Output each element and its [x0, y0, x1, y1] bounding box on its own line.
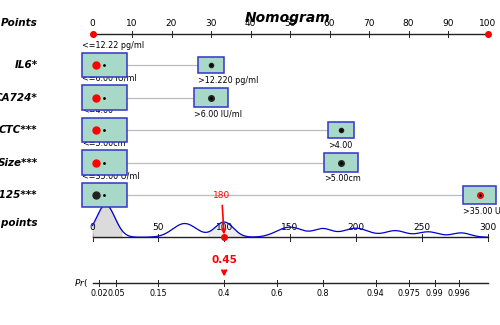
Text: 20: 20 — [166, 19, 177, 28]
Text: 250: 250 — [413, 223, 430, 232]
Text: Size***: Size*** — [0, 158, 38, 167]
Text: 30: 30 — [206, 19, 217, 28]
Text: 70: 70 — [363, 19, 375, 28]
Text: 100: 100 — [479, 19, 496, 28]
Text: IL6*: IL6* — [14, 60, 38, 70]
Bar — [328, 122, 354, 138]
Text: <=5.00cm: <=5.00cm — [82, 139, 126, 148]
Text: 50: 50 — [284, 19, 296, 28]
Text: 90: 90 — [442, 19, 454, 28]
Text: CA724*: CA724* — [0, 93, 38, 102]
Text: 40: 40 — [245, 19, 256, 28]
Bar — [194, 88, 228, 107]
Text: >4.00: >4.00 — [328, 141, 352, 150]
Bar — [82, 150, 127, 175]
Text: >5.00cm: >5.00cm — [324, 174, 362, 183]
Text: 0.02: 0.02 — [90, 289, 108, 298]
Text: Nomogram: Nomogram — [244, 11, 330, 25]
Text: CTC***: CTC*** — [0, 125, 38, 135]
Text: 0.4: 0.4 — [218, 289, 230, 298]
Bar — [82, 183, 127, 207]
Text: CA125***: CA125*** — [0, 190, 38, 200]
Text: 0.94: 0.94 — [367, 289, 384, 298]
Bar — [82, 85, 127, 110]
Text: 150: 150 — [282, 223, 298, 232]
Text: 0: 0 — [90, 19, 96, 28]
Text: 0.45: 0.45 — [211, 255, 237, 274]
Text: >6.00 IU/ml: >6.00 IU/ml — [194, 109, 242, 118]
Text: <=35.00 U/ml: <=35.00 U/ml — [82, 171, 140, 180]
Text: $Pr($: $Pr($ — [74, 277, 88, 289]
Text: 0.975: 0.975 — [397, 289, 420, 298]
Text: 60: 60 — [324, 19, 335, 28]
Text: 0: 0 — [90, 223, 96, 232]
Text: 180: 180 — [213, 191, 230, 233]
Text: 50: 50 — [152, 223, 164, 232]
Text: 0.99: 0.99 — [426, 289, 444, 298]
Text: 200: 200 — [348, 223, 364, 232]
Bar — [82, 53, 127, 77]
Bar — [82, 118, 127, 142]
Text: 10: 10 — [126, 19, 138, 28]
Text: 0.6: 0.6 — [270, 289, 283, 298]
Text: <=4.00: <=4.00 — [82, 106, 113, 115]
Bar — [324, 153, 358, 172]
Text: >35.00 U/ml: >35.00 U/ml — [462, 207, 500, 216]
Text: 0.05: 0.05 — [108, 289, 125, 298]
Bar — [198, 57, 224, 73]
Bar — [462, 186, 496, 204]
Text: <=12.22 pg/ml: <=12.22 pg/ml — [82, 41, 144, 50]
Text: <=6.00 IU/ml: <=6.00 IU/ml — [82, 74, 136, 83]
Text: 0.996: 0.996 — [447, 289, 470, 298]
Text: >12.220 pg/ml: >12.220 pg/ml — [198, 76, 258, 85]
Text: Total points: Total points — [0, 218, 38, 227]
Text: 0.15: 0.15 — [150, 289, 167, 298]
Text: 0.8: 0.8 — [316, 289, 329, 298]
Text: 80: 80 — [403, 19, 414, 28]
Text: Points: Points — [1, 18, 38, 28]
Text: 300: 300 — [479, 223, 496, 232]
Text: 100: 100 — [216, 223, 233, 232]
